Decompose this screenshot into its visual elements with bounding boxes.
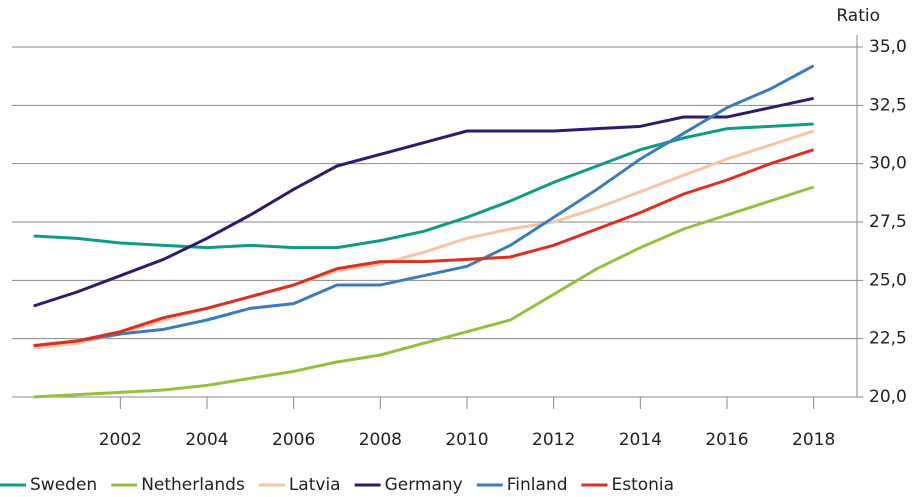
y-tick-label: 20,0 [869,387,907,407]
x-tick-label: 2018 [792,430,835,450]
legend-label: Finland [507,475,568,495]
legend-label: Estonia [611,475,674,495]
series-line [33,129,815,350]
series-line [33,96,814,308]
legend-label: Sweden [30,475,97,495]
series-line [33,122,814,250]
series-line [33,64,815,348]
y-tick-label: 32,5 [869,95,907,115]
legend-label: Netherlands [141,475,245,495]
x-tick-label: 2006 [272,430,315,450]
series-line [33,185,815,399]
x-tick-label: 2008 [359,430,402,450]
y-tick-label: 22,5 [869,329,907,349]
x-tick-label: 2002 [99,430,142,450]
y-tick-label: 27,5 [869,212,907,232]
x-tick-label: 2016 [705,430,748,450]
series-line [33,148,815,348]
legend-label: Latvia [289,475,341,495]
y-tick-label: 30,0 [869,154,907,174]
y-tick-label: 35,0 [869,37,907,57]
x-tick-label: 2012 [532,430,575,450]
legend-label: Germany [385,475,463,495]
x-tick-label: 2010 [445,430,488,450]
x-tick-label: 2014 [619,430,662,450]
x-tick-label: 2004 [185,430,228,450]
y-axis-label: Ratio [836,6,880,26]
y-tick-label: 25,0 [869,270,907,290]
